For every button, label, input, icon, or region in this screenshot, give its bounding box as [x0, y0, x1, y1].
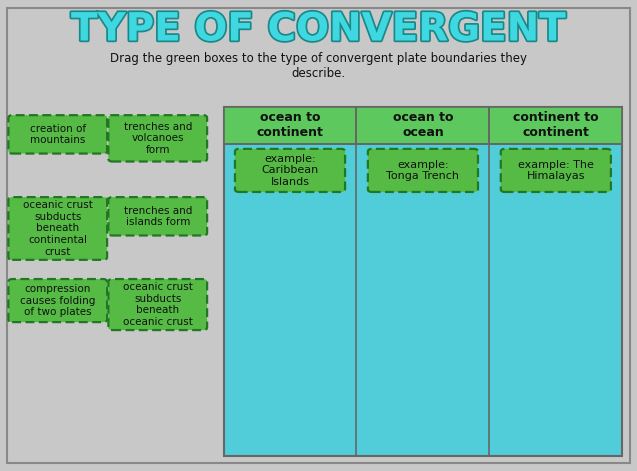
Text: example: The
Himalayas: example: The Himalayas [518, 160, 594, 181]
FancyBboxPatch shape [8, 115, 107, 154]
Text: compression
causes folding
of two plates: compression causes folding of two plates [20, 284, 96, 317]
Text: creation of
mountains: creation of mountains [30, 123, 86, 145]
Bar [224, 107, 357, 144]
Text: oceanic crust
subducts
beneath
oceanic crust: oceanic crust subducts beneath oceanic c… [123, 282, 192, 327]
Text: continent to
continent: continent to continent [513, 112, 599, 139]
FancyBboxPatch shape [235, 149, 345, 192]
Text: trenches and
volcanoes
form: trenches and volcanoes form [124, 122, 192, 155]
Text: ocean to
ocean: ocean to ocean [392, 112, 453, 139]
Text: trenches and
islands form: trenches and islands form [124, 205, 192, 227]
FancyBboxPatch shape [8, 279, 107, 322]
Bar [357, 107, 489, 144]
Text: Drag the green boxes to the type of convergent plate boundaries they
describe.: Drag the green boxes to the type of conv… [110, 52, 527, 80]
FancyBboxPatch shape [8, 197, 107, 260]
Text: TYPE OF CONVERGENT: TYPE OF CONVERGENT [71, 10, 566, 49]
Text: ocean to
continent: ocean to continent [257, 112, 324, 139]
Bar [489, 107, 622, 144]
Text: example:
Caribbean
Islands: example: Caribbean Islands [261, 154, 318, 187]
FancyBboxPatch shape [108, 115, 207, 162]
FancyBboxPatch shape [108, 279, 207, 330]
Text: oceanic crust
subducts
beneath
continental
crust: oceanic crust subducts beneath continent… [23, 200, 93, 257]
Text: example:
Tonga Trench: example: Tonga Trench [387, 160, 459, 181]
Bar [224, 107, 622, 455]
FancyBboxPatch shape [368, 149, 478, 192]
FancyBboxPatch shape [501, 149, 611, 192]
FancyBboxPatch shape [108, 197, 207, 236]
